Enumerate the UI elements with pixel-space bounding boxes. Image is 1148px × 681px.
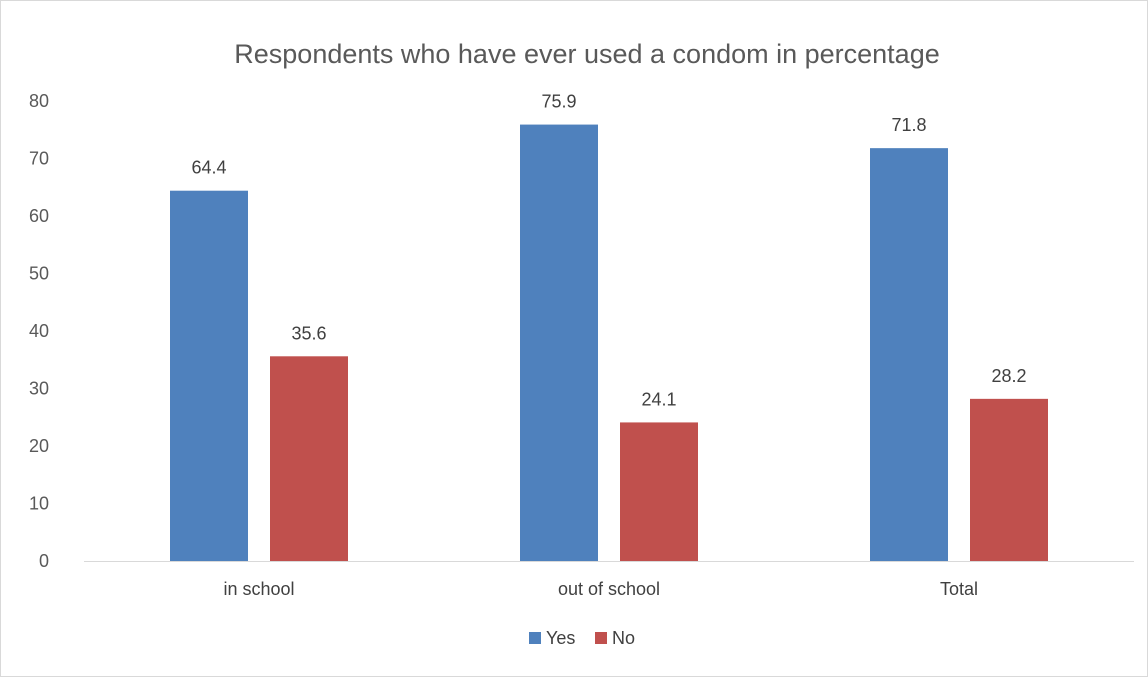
data-label: 64.4 <box>191 158 226 178</box>
y-tick-label: 0 <box>39 551 49 571</box>
legend-label-yes: Yes <box>546 628 575 648</box>
x-category-label: out of school <box>558 579 660 599</box>
data-label: 28.2 <box>991 366 1026 386</box>
y-tick-label: 10 <box>29 494 49 514</box>
y-tick-label: 20 <box>29 436 49 456</box>
data-label: 35.6 <box>291 323 326 343</box>
legend-swatch-no <box>595 632 607 644</box>
legend: Yes No <box>529 628 635 648</box>
bar-yes-0 <box>170 190 248 561</box>
bar-no-1 <box>620 422 698 561</box>
y-tick-label: 80 <box>29 91 49 111</box>
x-axis: in school out of school Total <box>223 579 978 599</box>
y-tick-label: 40 <box>29 321 49 341</box>
data-label: 71.8 <box>891 115 926 135</box>
legend-label-no: No <box>612 628 635 648</box>
data-label: 75.9 <box>541 92 576 112</box>
y-tick-label: 50 <box>29 264 49 284</box>
data-labels: 64.4 35.6 75.9 24.1 71.8 28.2 <box>191 92 1026 410</box>
chart-title: Respondents who have ever used a condom … <box>234 39 939 69</box>
x-category-label: in school <box>223 579 294 599</box>
bar-no-0 <box>270 356 348 561</box>
legend-swatch-yes <box>529 632 541 644</box>
y-tick-label: 70 <box>29 149 49 169</box>
y-axis: 0 10 20 30 40 50 60 70 80 <box>29 91 49 571</box>
y-tick-label: 30 <box>29 379 49 399</box>
x-category-label: Total <box>940 579 978 599</box>
data-label: 24.1 <box>641 389 676 409</box>
bar-no-2 <box>970 398 1048 561</box>
bars <box>170 124 1048 561</box>
bar-yes-2 <box>870 148 948 561</box>
y-tick-label: 60 <box>29 206 49 226</box>
bar-yes-1 <box>520 124 598 561</box>
